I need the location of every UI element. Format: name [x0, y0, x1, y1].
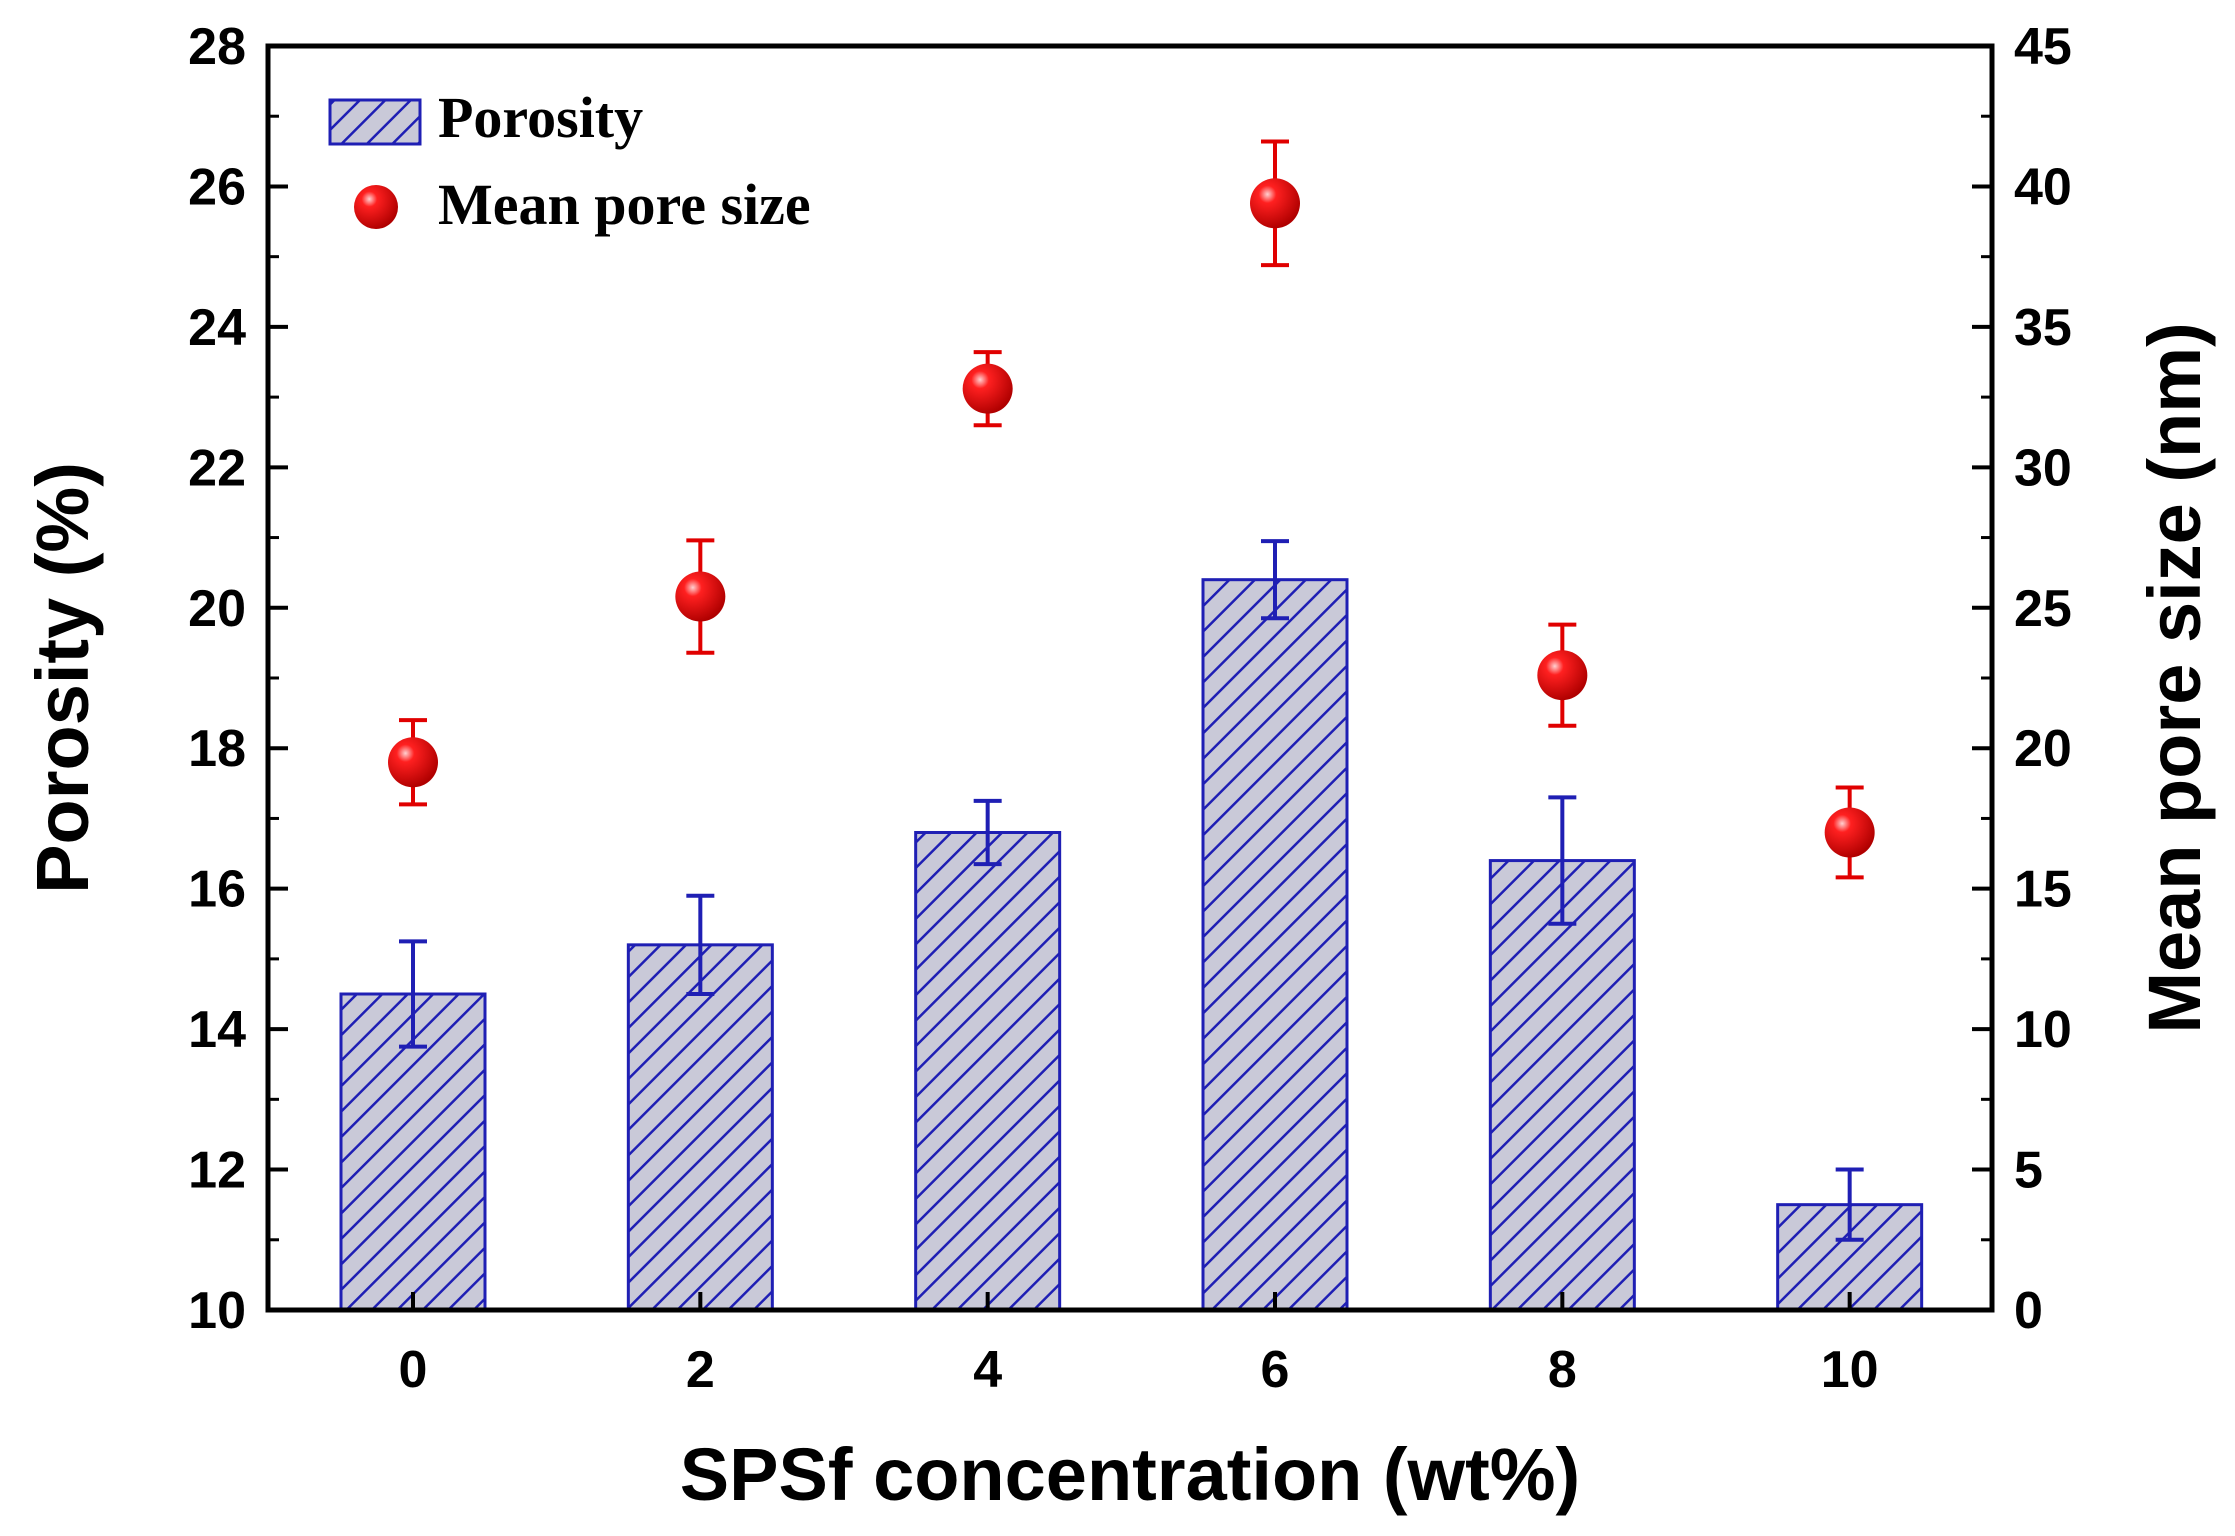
- x-tick-label-2: 2: [686, 1341, 715, 1399]
- x-axis-title: SPSf concentration (wt%): [680, 1433, 1580, 1516]
- point-pore-size-8: [1537, 650, 1588, 701]
- point-pore-size-2: [675, 571, 726, 622]
- legend: Porosity Mean pore size: [328, 85, 811, 237]
- y-tick-label-16: 16: [188, 861, 246, 919]
- y-tick-label-26: 26: [188, 158, 246, 216]
- x-tick-label-8: 8: [1548, 1341, 1577, 1399]
- y2-axis-title: Mean pore size (nm): [2133, 322, 2216, 1033]
- point-pore-size-0: [388, 737, 438, 788]
- right-axis: 0 5 10 15 20 25 30 35 40 45: [1972, 18, 2072, 1340]
- y-tick-label-22: 22: [188, 439, 246, 497]
- bar-porosity-2: [626, 943, 774, 1312]
- y2-tick-label-25: 25: [2014, 580, 2072, 638]
- y2-tick-label-0: 0: [2014, 1282, 2043, 1340]
- bars-layer: [339, 578, 1924, 1312]
- bar-porosity-6: [1201, 578, 1349, 1312]
- y2-tick-label-5: 5: [2014, 1142, 2043, 1200]
- legend-swatch-mean-pore-size: [354, 185, 398, 229]
- y-tick-label-28: 28: [188, 18, 246, 76]
- y-tick-label-18: 18: [188, 720, 246, 778]
- legend-label-mean-pore-size: Mean pore size: [438, 172, 811, 237]
- y2-tick-label-20: 20: [2014, 720, 2072, 778]
- y2-tick-label-15: 15: [2014, 861, 2072, 919]
- legend-label-porosity: Porosity: [438, 85, 643, 150]
- y-tick-label-20: 20: [188, 580, 246, 638]
- y-tick-label-14: 14: [188, 1001, 246, 1059]
- y-tick-label-10: 10: [188, 1282, 246, 1340]
- y2-tick-label-30: 30: [2014, 439, 2072, 497]
- left-axis: 10 12 14 16 18 20 22 24 26 28: [188, 18, 288, 1340]
- y2-tick-label-35: 35: [2014, 299, 2072, 357]
- y2-tick-label-40: 40: [2014, 158, 2072, 216]
- x-tick-label-0: 0: [399, 1341, 428, 1399]
- legend-swatch-porosity: [328, 98, 422, 146]
- points-layer: [388, 139, 1875, 880]
- bar-errorbars-layer: [399, 539, 1864, 1242]
- y2-tick-label-45: 45: [2014, 18, 2072, 76]
- bar-porosity-4: [914, 830, 1062, 1312]
- x-tick-label-10: 10: [1821, 1341, 1879, 1399]
- bar-porosity-8: [1488, 859, 1636, 1312]
- y-axis-title: Porosity (%): [21, 462, 104, 894]
- point-pore-size-10: [1824, 807, 1875, 858]
- x-axis: 0 2 4 6 8 10: [399, 1292, 1879, 1399]
- point-pore-size-4: [962, 363, 1013, 414]
- point-pore-size-6: [1250, 178, 1300, 229]
- x-tick-label-4: 4: [973, 1341, 1002, 1399]
- y-tick-label-24: 24: [188, 299, 246, 357]
- y2-tick-label-10: 10: [2014, 1001, 2072, 1059]
- y-tick-label-12: 12: [188, 1142, 246, 1200]
- x-tick-label-6: 6: [1261, 1341, 1290, 1399]
